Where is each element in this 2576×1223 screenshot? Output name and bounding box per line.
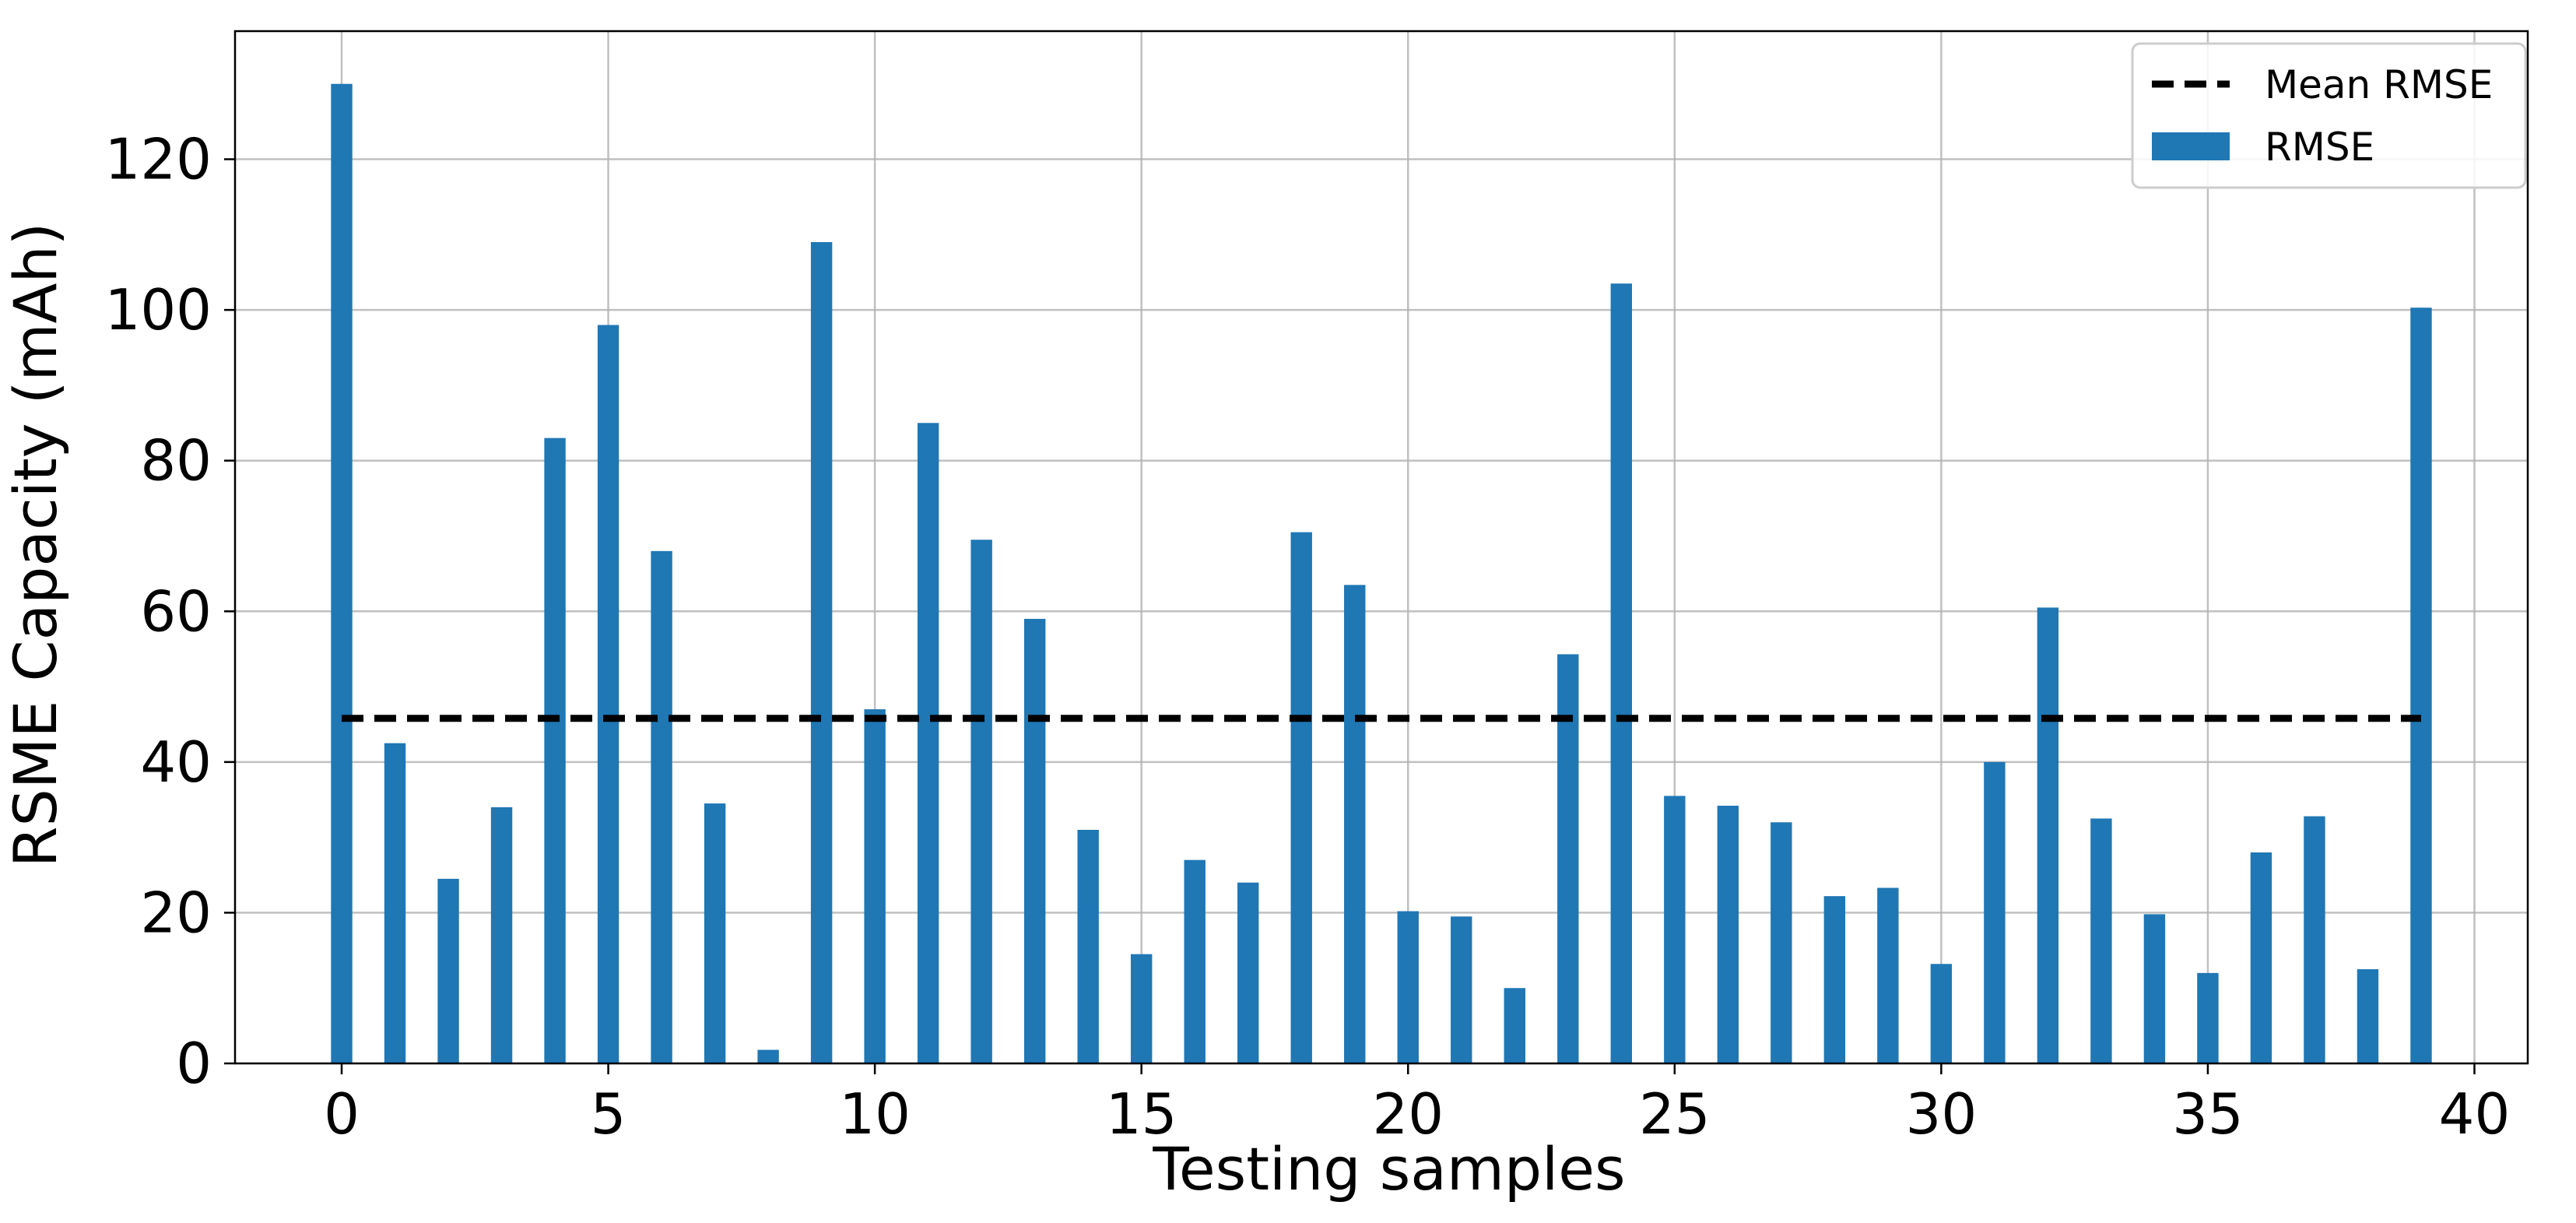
y-tick-label: 120	[105, 127, 212, 192]
bar	[437, 878, 459, 1063]
bar	[1610, 283, 1633, 1064]
bar	[490, 807, 513, 1063]
bar	[1344, 585, 1366, 1063]
bar	[2304, 816, 2325, 1063]
bar	[810, 242, 833, 1063]
legend-frame	[2131, 42, 2527, 189]
bar	[1451, 916, 1472, 1063]
legend: Mean RMSE RMSE	[2131, 42, 2527, 189]
bar	[1130, 954, 1153, 1063]
bar	[1930, 964, 1953, 1063]
bar	[2143, 914, 2166, 1063]
bar	[544, 438, 566, 1063]
y-tick-label: 80	[140, 428, 212, 494]
bar	[2357, 969, 2379, 1063]
bar	[597, 325, 619, 1063]
bar	[2410, 308, 2432, 1063]
x-tick-label: 20	[1372, 1081, 1444, 1147]
x-tick-label: 30	[1906, 1081, 1978, 1147]
y-tick-label: 60	[140, 578, 212, 644]
bar	[1504, 988, 1525, 1063]
bar	[704, 803, 726, 1063]
x-tick-label: 15	[1106, 1081, 1177, 1147]
bar	[1237, 882, 1259, 1063]
bar	[1290, 532, 1312, 1063]
bar	[1184, 859, 1206, 1063]
y-tick-label: 0	[176, 1031, 212, 1096]
bar	[1077, 829, 1099, 1063]
bar	[1984, 761, 2006, 1063]
bar	[1771, 822, 1792, 1063]
bar	[651, 550, 672, 1063]
bar	[2197, 972, 2219, 1063]
bar	[384, 743, 406, 1063]
bar	[1397, 911, 1419, 1063]
x-axis-label: Testing samples	[1152, 1134, 1625, 1204]
x-tick-label: 0	[324, 1081, 360, 1147]
x-tick-label: 25	[1639, 1081, 1711, 1147]
bar	[2250, 852, 2272, 1063]
plot-border	[233, 30, 2529, 1065]
bar-series	[331, 83, 2432, 1064]
legend-swatch-rmse	[2152, 132, 2230, 160]
y-axis-label: RSME Capacity (mAh)	[1, 223, 70, 868]
bar	[1023, 618, 1046, 1063]
y-tick-label: 100	[105, 277, 212, 343]
bar	[757, 1049, 779, 1063]
bar	[1717, 805, 1739, 1063]
axis-ticks: 0 5 10 15 20 25 30 35 40 0 20 40 60 80 100 120	[105, 127, 2511, 1147]
bar	[970, 539, 992, 1063]
y-tick-label: 20	[140, 880, 212, 945]
bar	[1823, 896, 1846, 1063]
x-tick-label: 10	[839, 1081, 911, 1147]
x-tick-label: 35	[2172, 1081, 2244, 1147]
plot-frame	[233, 30, 2529, 1065]
x-tick-label: 5	[591, 1081, 626, 1147]
legend-label-rmse: RMSE	[2265, 125, 2374, 170]
y-tick-label: 40	[140, 729, 212, 795]
bar	[2090, 818, 2112, 1063]
bar	[1877, 887, 1899, 1063]
legend-label-mean-rmse: Mean RMSE	[2265, 62, 2493, 107]
bar	[2037, 607, 2059, 1063]
bar	[864, 709, 886, 1063]
bar	[331, 83, 353, 1063]
x-tick-label: 40	[2439, 1081, 2511, 1147]
bar	[1557, 654, 1579, 1063]
bar	[1664, 796, 1686, 1063]
bar	[917, 423, 939, 1063]
